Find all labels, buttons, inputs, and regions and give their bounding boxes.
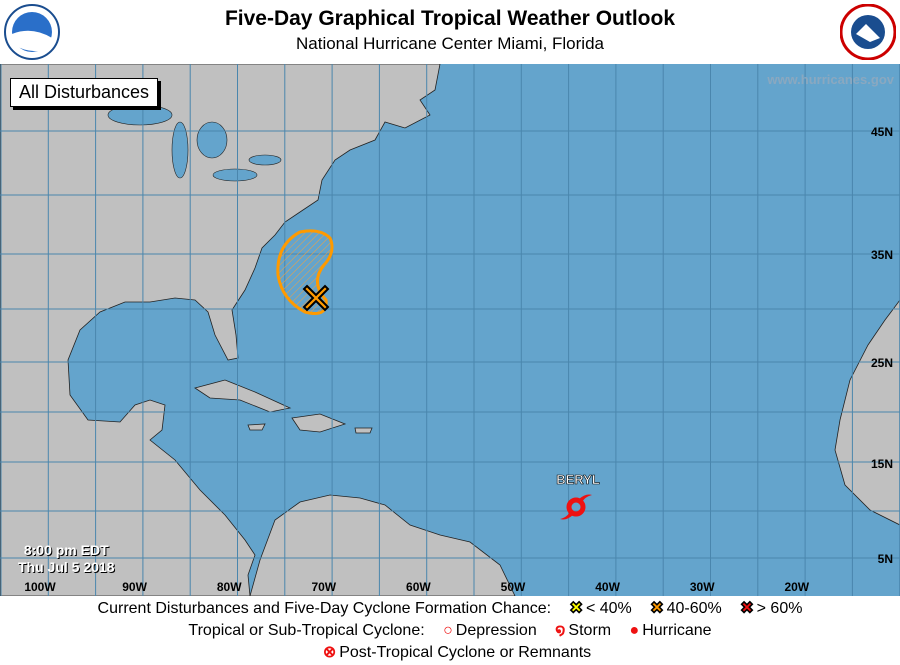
outlook-map: 100W 90W 80W 70W 60W 50W 40W 30W 20W 45N 35N 25N 15…: [0, 64, 900, 596]
longitude-label: 50W: [501, 580, 526, 594]
chance-low-label: < 40%: [585, 600, 632, 617]
noaa-logo: [4, 4, 60, 60]
longitude-label: 90W: [122, 580, 147, 594]
post-tropical-label: Post-Tropical Cyclone or Remnants: [339, 644, 592, 661]
jamaica: [247, 423, 266, 431]
chance-high-label: > 60%: [756, 600, 803, 617]
depression-icon: ○: [443, 622, 453, 639]
page-title: Five-Day Graphical Tropical Weather Outl…: [224, 7, 676, 30]
north-america: [0, 64, 441, 596]
storm-name-label: BERYL: [556, 472, 600, 487]
latitude-label: 5N: [878, 552, 893, 566]
date-text: Thu Jul 5 2018: [18, 559, 115, 575]
x-orange-icon: ✖: [650, 600, 664, 618]
page-subtitle: National Hurricane Center Miami, Florida: [295, 34, 604, 53]
formation-chance-label: Current Disturbances and Five-Day Cyclon…: [97, 600, 552, 617]
hurricane-icon: ●: [629, 622, 640, 639]
chance-mid-label: 40-60%: [666, 600, 722, 617]
legend-row-formation: Current Disturbances and Five-Day Cyclon…: [0, 598, 900, 620]
latitude-label: 45N: [871, 125, 893, 139]
latitude-label: 15N: [871, 457, 893, 471]
lat-lon-grid: [0, 64, 900, 596]
latitude-label: 25N: [871, 356, 893, 370]
x-red-icon: ✖: [740, 600, 754, 618]
time-text: 8:00 pm EDT: [23, 542, 109, 558]
longitude-label: 20W: [784, 580, 809, 594]
header: Five-Day Graphical Tropical Weather Outl…: [0, 0, 900, 64]
storm-label: Storm: [568, 622, 612, 639]
longitude-label: 40W: [595, 580, 620, 594]
cuba: [194, 379, 292, 413]
disturbance-marker-x[interactable]: [302, 284, 330, 312]
longitude-label: 100W: [24, 580, 56, 594]
all-disturbances-label[interactable]: All Disturbances: [10, 78, 159, 107]
legend-row-post: ⊗ Post-Tropical Cyclone or Remnants: [0, 642, 900, 664]
hurricane-label: Hurricane: [642, 622, 712, 639]
post-tropical-icon: ⊗: [322, 644, 337, 661]
south-america: [249, 494, 516, 596]
tropical-storm-icon[interactable]: [560, 494, 592, 520]
longitude-label: 80W: [217, 580, 242, 594]
cyclone-label: Tropical or Sub-Tropical Cyclone:: [188, 622, 425, 639]
legend: Current Disturbances and Five-Day Cyclon…: [0, 598, 900, 664]
storm-icon: ໑: [555, 622, 566, 639]
depression-label: Depression: [455, 622, 537, 639]
nws-logo: [840, 4, 896, 60]
puerto-rico: [354, 427, 373, 434]
legend-row-cyclone: Tropical or Sub-Tropical Cyclone: ○ Depre…: [0, 620, 900, 642]
longitude-label: 60W: [406, 580, 431, 594]
longitude-label: 30W: [690, 580, 715, 594]
latitude-label: 35N: [871, 248, 893, 262]
website-label: www.hurricanes.gov: [767, 72, 894, 87]
timestamp: 8:00 pm EDT Thu Jul 5 2018: [18, 542, 114, 576]
x-yellow-icon: ✖: [569, 600, 583, 618]
great-lakes: [107, 104, 282, 182]
longitude-label: 70W: [311, 580, 336, 594]
